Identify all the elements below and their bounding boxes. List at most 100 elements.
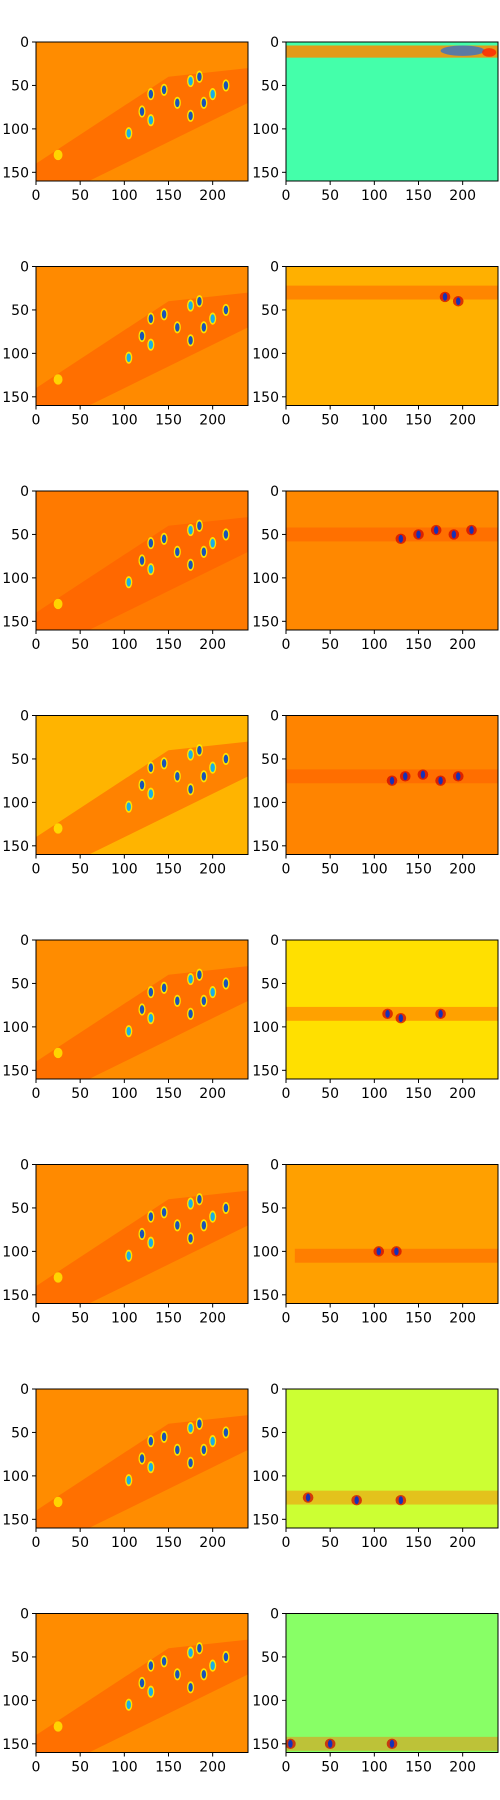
heatmap-feature: [210, 987, 215, 997]
heatmap-feature: [327, 1739, 333, 1748]
y-tick-label: 150: [2, 1512, 29, 1528]
heatmap-feature: [161, 534, 167, 544]
heatmap-feature: [210, 1661, 215, 1670]
y-tick-label: 0: [20, 1158, 29, 1174]
heatmap-feature: [161, 85, 167, 95]
heatmap-feature: [482, 48, 497, 57]
heatmap-feature: [440, 45, 485, 56]
heatmap-feature: [210, 1212, 215, 1221]
heatmap-texture: [286, 524, 498, 544]
heatmap-texture: [36, 741, 248, 855]
x-tick-label: 200: [449, 1760, 476, 1776]
y-tick-label: 50: [261, 527, 279, 543]
heatmap-feature: [188, 1458, 193, 1468]
x-tick-label: 150: [405, 188, 432, 204]
x-tick-label: 50: [71, 637, 89, 653]
heatmap-feature: [456, 772, 461, 781]
heatmap-feature: [53, 1496, 63, 1508]
x-tick-label: 50: [321, 188, 339, 204]
heatmap-feature: [438, 776, 443, 785]
x-tick-label: 200: [199, 1311, 226, 1327]
heatmap-texture: [36, 1190, 248, 1304]
x-tick-label: 100: [361, 1535, 388, 1551]
y-tick-label: 0: [270, 1158, 279, 1174]
heatmap-feature: [148, 1687, 154, 1697]
x-tick-label: 0: [32, 413, 41, 429]
heatmap-feature: [139, 780, 145, 790]
x-tick-label: 100: [361, 188, 388, 204]
y-tick-label: 50: [11, 78, 29, 94]
heatmap-feature: [210, 314, 215, 323]
x-tick-label: 150: [405, 1760, 432, 1776]
heatmap-panel-r7-c1: 0 50 100 150 200 0 50 100 150: [2, 1382, 249, 1551]
heatmap-feature: [161, 983, 167, 993]
heatmap-texture: [286, 285, 498, 307]
x-tick-label: 200: [199, 637, 226, 653]
heatmap-feature: [148, 1462, 154, 1472]
heatmap-feature: [139, 1678, 145, 1688]
heatmap-feature: [398, 1014, 404, 1023]
heatmap-feature: [469, 526, 474, 535]
heatmap-feature: [126, 1251, 131, 1261]
x-tick-label: 50: [321, 1086, 339, 1102]
heatmap-feature: [210, 1436, 215, 1446]
x-tick-label: 0: [32, 637, 41, 653]
heatmap-texture: [36, 292, 248, 406]
heatmap-band: [36, 292, 248, 406]
heatmap-feature: [161, 1432, 167, 1442]
heatmap-feature: [389, 776, 395, 785]
y-tick-label: 50: [11, 752, 29, 768]
x-tick-label: 50: [71, 1086, 89, 1102]
axes-frame: [35, 41, 249, 182]
heatmap-background: [286, 940, 498, 1079]
heatmap-feature: [139, 556, 145, 565]
y-tick-label: 0: [270, 35, 279, 51]
heatmap-feature: [223, 1652, 229, 1662]
heatmap-feature: [53, 598, 63, 610]
x-tick-label: 0: [32, 862, 41, 878]
heatmap-panel-r6-c1: 0 50 100 150 200 0 50 100 150: [2, 1158, 249, 1327]
y-tick-label: 150: [252, 1288, 279, 1304]
x-tick-label: 150: [155, 188, 182, 204]
x-tick-label: 100: [111, 1760, 138, 1776]
heatmap-feature: [53, 374, 63, 385]
heatmap-feature: [188, 1199, 193, 1208]
x-tick-label: 150: [405, 637, 432, 653]
heatmap-feature: [197, 296, 202, 306]
y-tick-label: 100: [2, 1469, 29, 1485]
y-tick-label: 50: [11, 976, 29, 992]
y-tick-label: 150: [252, 839, 279, 855]
heatmap-band: [36, 741, 248, 855]
heatmap-feature: [148, 340, 154, 350]
heatmap-feature: [433, 526, 439, 535]
y-tick-label: 0: [20, 260, 29, 276]
y-tick-label: 150: [2, 1063, 29, 1079]
heatmap-feature: [288, 1739, 293, 1748]
heatmap-panel-r5-c1: 0 50 100 150 200 0 50 100 150: [2, 933, 249, 1102]
y-tick-label: 0: [20, 1607, 29, 1623]
heatmap-band: [36, 1415, 248, 1528]
x-tick-label: 50: [71, 1311, 89, 1327]
x-tick-label: 0: [282, 1760, 291, 1776]
x-tick-label: 150: [155, 1086, 182, 1102]
heatmap-feature: [53, 1272, 63, 1283]
heatmap-feature: [223, 81, 229, 90]
y-tick-label: 100: [2, 1693, 29, 1709]
heatmap-feature: [175, 1445, 180, 1455]
axes-frame: [35, 490, 249, 631]
heatmap-feature: [223, 530, 229, 539]
x-tick-label: 0: [282, 1535, 291, 1551]
y-tick-label: 100: [252, 1020, 279, 1036]
heatmap-panel-r8-c1: 0 50 100 150 200 0 50 100 150: [2, 1607, 249, 1776]
y-tick-label: 0: [270, 484, 279, 500]
heatmap-feature: [201, 322, 207, 332]
heatmap-feature: [201, 771, 207, 781]
heatmap-feature: [385, 1009, 390, 1018]
heatmap-feature: [223, 754, 229, 764]
heatmap-feature: [148, 763, 154, 772]
heatmap-feature: [148, 789, 154, 799]
heatmap-feature: [175, 547, 180, 557]
heatmap-feature: [188, 525, 193, 535]
heatmap-feature: [188, 560, 193, 570]
x-tick-label: 200: [199, 1760, 226, 1776]
